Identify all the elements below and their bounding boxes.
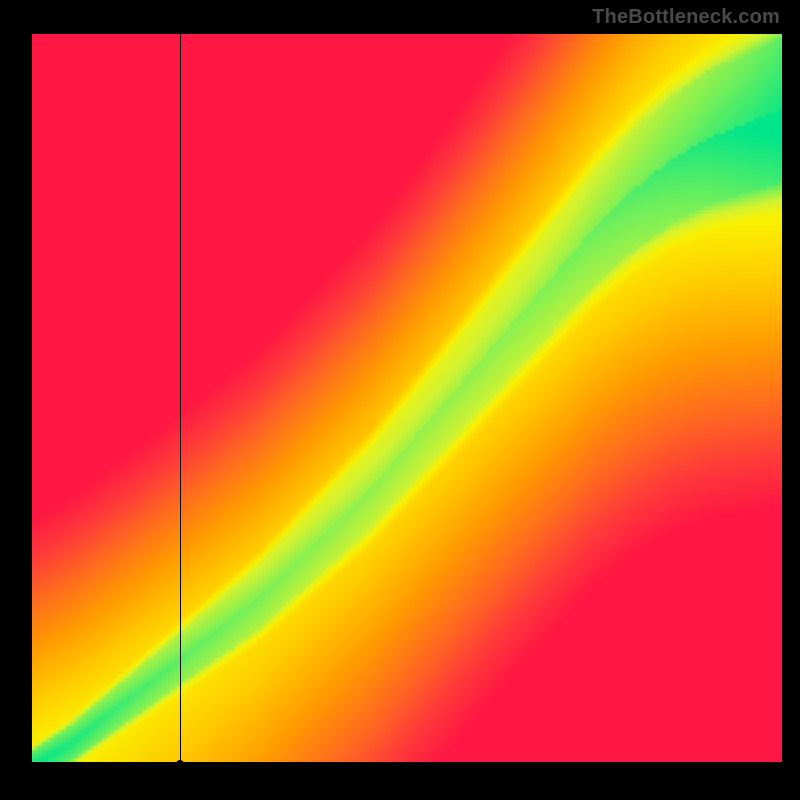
data-point-marker: [176, 760, 184, 768]
x-axis-line: [30, 762, 782, 764]
crosshair-vertical: [180, 34, 181, 764]
chart-container: TheBottleneck.com: [0, 0, 800, 800]
y-axis-line: [30, 34, 32, 764]
heatmap-canvas: [30, 34, 782, 764]
watermark-text: TheBottleneck.com: [592, 6, 780, 29]
